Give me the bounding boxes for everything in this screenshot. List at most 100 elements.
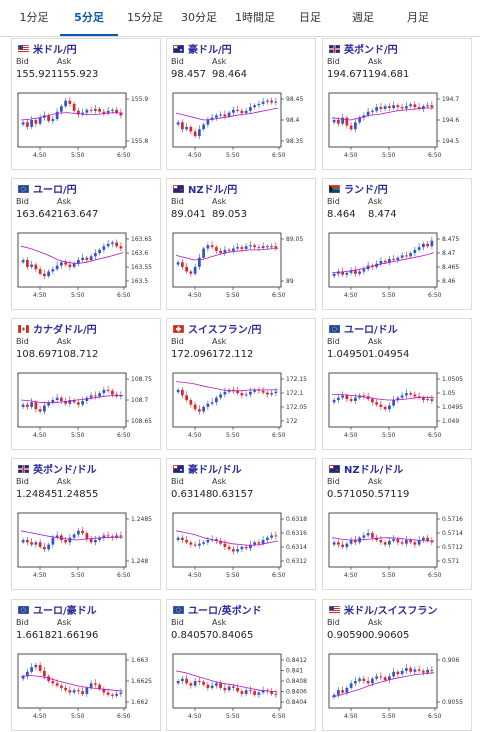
price-chart[interactable]: 1.0505 1.05 1.0495 1.049 4:50 5:50 6:50 — [323, 363, 473, 451]
candle — [223, 543, 227, 547]
tab-3[interactable]: 15分足 — [127, 11, 163, 24]
tab-2[interactable]: 5分足 — [60, 0, 118, 36]
tab-1[interactable]: 1分足 — [19, 11, 49, 24]
moving-average-line — [175, 381, 278, 392]
pair-name-link[interactable]: ユーロ/豪ドル — [33, 606, 97, 617]
candle — [60, 106, 63, 112]
pair-name-link[interactable]: 米ドル/スイスフラン — [344, 606, 438, 617]
candle — [430, 540, 434, 543]
currency-card[interactable]: ユーロ/円 Bid Ask 163.642 163.647 163.65 163.6 163.… — [11, 178, 161, 310]
currency-card[interactable]: ランド/円 Bid Ask 8.464 8.474 8.475 8.47 8.465 8.46 4… — [322, 178, 472, 310]
ask-value: 0.63157 — [212, 489, 254, 500]
x-tick-label: 6:50 — [117, 572, 131, 579]
currency-card[interactable]: スイスフラン/円 Bid Ask 172.096 172.112 172.15 172.1 1… — [166, 318, 316, 450]
ask-value: 155.923 — [57, 69, 99, 80]
pair-name-link[interactable]: ユーロ/ドル — [344, 325, 398, 336]
candle — [417, 107, 421, 109]
currency-card[interactable]: カナダドル/円 Bid Ask 108.697 108.712 108.75 108.7 10… — [11, 318, 161, 450]
pair-name-link[interactable]: 英ポンド/円 — [344, 45, 398, 56]
pair-name-link[interactable]: ユーロ/英ポンド — [188, 606, 262, 617]
ask-value: 1.66196 — [57, 630, 99, 641]
price-chart[interactable]: 172.15 172.1 172.05 172 4:50 5:50 6:50 — [167, 363, 317, 451]
candle — [261, 246, 265, 249]
candle — [111, 109, 114, 111]
x-tick-label: 4:50 — [188, 432, 202, 439]
price-chart[interactable]: 0.906 0.9055 4:50 5:50 6:50 — [323, 644, 473, 732]
candle — [388, 676, 391, 681]
y-tick-label: 8.465 — [442, 264, 459, 271]
currency-card[interactable]: 豪ドル/円 Bid Ask 98.457 98.464 98.45 98.4 98.35 4:5… — [166, 38, 316, 170]
tab-4[interactable]: 30分足 — [181, 11, 217, 24]
pair-name-link[interactable]: 豪ドル/円 — [188, 45, 232, 56]
candle — [358, 678, 361, 681]
candle — [51, 681, 55, 684]
price-chart[interactable]: 1.663 1.6625 1.662 4:50 5:50 6:50 — [12, 644, 162, 732]
candle — [341, 690, 344, 693]
flag-au-icon — [173, 45, 184, 53]
pair-name-link[interactable]: カナダドル/円 — [33, 325, 97, 336]
candle — [354, 540, 357, 543]
candle — [244, 246, 248, 249]
tab-6[interactable]: 日足 — [299, 11, 321, 24]
currency-card[interactable]: 米ドル/円 Bid Ask 155.921 155.923 155.9 155.8 4:50 5… — [11, 38, 161, 170]
pair-name-link[interactable]: NZドル/円 — [188, 185, 238, 196]
y-tick-label: 163.65 — [131, 236, 152, 243]
y-tick-label: 108.7 — [131, 397, 148, 404]
candle — [89, 683, 93, 688]
tab-5[interactable]: 1時間足 — [235, 11, 275, 24]
candle — [236, 109, 239, 111]
pair-name-link[interactable]: ユーロ/円 — [33, 185, 77, 196]
currency-card[interactable]: ユーロ/豪ドル Bid Ask 1.66182 1.66196 1.663 1.6625 1.… — [11, 599, 161, 731]
price-chart[interactable]: 8.475 8.47 8.465 8.46 4:50 5:50 6:50 — [323, 223, 473, 311]
price-chart[interactable]: 163.65 163.6 163.55 163.5 4:50 5:50 6:50 — [12, 223, 162, 311]
currency-card[interactable]: NZドル/ドル Bid Ask 0.57105 0.57119 0.5716 0.5714 0… — [322, 458, 472, 590]
pair-name-link[interactable]: スイスフラン/円 — [188, 325, 262, 336]
currency-card[interactable]: NZドル/円 Bid Ask 89.041 89.053 89.05 89 4:50 5:50 6… — [166, 178, 316, 310]
price-chart[interactable]: 89.05 89 4:50 5:50 6:50 — [167, 223, 317, 311]
x-tick-label: 5:50 — [71, 292, 85, 299]
chart-frame — [172, 372, 282, 428]
pair-name-link[interactable]: NZドル/ドル — [344, 465, 404, 476]
candle — [426, 243, 429, 247]
pair-name-link[interactable]: 米ドル/円 — [33, 45, 77, 56]
candle — [89, 539, 93, 543]
candle — [249, 690, 252, 692]
moving-average-line — [331, 672, 435, 698]
currency-card[interactable]: ユーロ/ドル Bid Ask 1.04950 1.04954 1.0505 1.05 1.04… — [322, 318, 472, 450]
y-tick-label: 1.049 — [442, 418, 459, 425]
currency-card[interactable]: 豪ドル/ドル Bid Ask 0.63148 0.63157 0.6318 0.6316 0.… — [166, 458, 316, 590]
candle — [68, 690, 72, 693]
price-chart[interactable]: 98.45 98.4 98.35 4:50 5:50 6:50 — [167, 83, 317, 171]
candle — [115, 693, 118, 696]
pair-name-link[interactable]: 豪ドル/ドル — [188, 465, 242, 476]
price-chart[interactable]: 108.75 108.7 108.65 4:50 5:50 6:50 — [12, 363, 162, 451]
currency-card[interactable]: 英ポンド/円 Bid Ask 194.671 194.681 194.7 194.6 194.… — [322, 38, 472, 170]
tab-7[interactable]: 週足 — [352, 11, 374, 24]
candle — [375, 676, 378, 679]
candle — [189, 542, 193, 545]
currency-card[interactable]: ユーロ/英ポンド Bid Ask 0.84057 0.84065 0.8412 0.841 0… — [166, 599, 316, 731]
candle — [77, 402, 80, 405]
candle — [85, 257, 89, 260]
x-tick-label: 5:50 — [382, 713, 396, 720]
price-chart[interactable]: 1.2485 1.248 4:50 5:50 6:50 — [12, 503, 162, 591]
price-chart[interactable]: 0.6318 0.6316 0.6314 0.6312 4:50 5:50 6:50 — [167, 503, 317, 591]
y-tick-label: 163.55 — [131, 264, 152, 271]
price-chart[interactable]: 194.7 194.6 194.5 4:50 5:50 6:50 — [323, 83, 473, 171]
price-chart[interactable]: 0.8412 0.841 0.8408 0.8406 0.8404 4:50 5:50 6:5… — [167, 644, 317, 732]
x-tick-label: 6:50 — [272, 292, 286, 299]
candle — [400, 255, 404, 258]
currency-card[interactable]: 英ポンド/ドル Bid Ask 1.24845 1.24855 1.2485 1.248 4:… — [11, 458, 161, 590]
pair-name-link[interactable]: 英ポンド/ドル — [33, 465, 97, 476]
price-chart[interactable]: 155.9 155.8 4:50 5:50 6:50 — [12, 83, 162, 171]
candle — [206, 120, 210, 125]
candle — [396, 257, 400, 260]
x-tick-label: 5:50 — [226, 713, 240, 720]
candle — [206, 245, 210, 249]
currency-card[interactable]: 米ドル/スイスフラン Bid Ask 0.90590 0.90605 0.906 0.905… — [322, 599, 472, 731]
bid-label: Bid — [327, 57, 340, 66]
tab-8[interactable]: 月足 — [407, 11, 429, 24]
price-chart[interactable]: 0.5716 0.5714 0.5712 0.571 4:50 5:50 6:50 — [323, 503, 473, 591]
pair-name-link[interactable]: ランド/円 — [344, 185, 388, 196]
moving-average-line — [175, 670, 279, 693]
